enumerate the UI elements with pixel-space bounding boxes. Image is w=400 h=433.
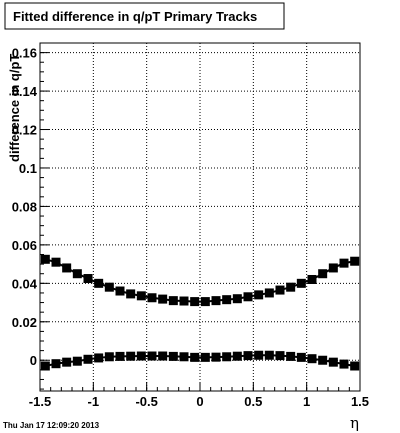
y-tick-label: 0.04	[12, 276, 38, 291]
x-tick-label: -1.5	[29, 394, 51, 409]
y-tick-label: 0.16	[12, 46, 37, 61]
data-point	[190, 352, 200, 362]
data-point	[232, 294, 242, 304]
data-point	[40, 361, 50, 371]
data-point	[296, 352, 306, 362]
x-tick-label: 1.5	[351, 394, 369, 409]
data-point	[179, 352, 189, 362]
data-point	[328, 263, 338, 273]
data-point	[275, 351, 285, 361]
data-point	[147, 351, 157, 361]
data-point	[158, 351, 168, 361]
data-point	[179, 296, 189, 306]
data-point	[200, 352, 210, 362]
y-tick-label: 0	[30, 353, 37, 368]
data-point	[94, 353, 104, 363]
data-point	[222, 352, 232, 362]
data-point	[200, 297, 210, 307]
data-point	[211, 296, 221, 306]
data-point	[339, 258, 349, 268]
data-point	[254, 350, 264, 360]
data-point	[318, 269, 328, 279]
data-point	[307, 354, 317, 364]
data-point	[190, 297, 200, 307]
chart-title: Fitted difference in q/pT Primary Tracks	[13, 9, 257, 24]
data-point	[40, 254, 50, 264]
axis-ticks	[39, 52, 361, 391]
y-tick-label: 0.14	[12, 84, 38, 99]
x-tick-label: 0	[196, 394, 203, 409]
y-tick-label: 0.12	[12, 123, 37, 138]
data-point	[72, 269, 82, 279]
data-point	[51, 257, 61, 267]
data-point	[264, 350, 274, 360]
data-point	[286, 351, 296, 361]
y-tick-label: 0.06	[12, 238, 37, 253]
data-point	[232, 351, 242, 361]
chart-title-box: Fitted difference in q/pT Primary Tracks	[4, 2, 285, 30]
data-point	[168, 296, 178, 306]
data-point	[328, 357, 338, 367]
y-tick-label: 0.08	[12, 199, 37, 214]
data-point	[72, 356, 82, 366]
data-series	[40, 254, 360, 371]
y-tick-label: 0.02	[12, 315, 37, 330]
data-point	[83, 274, 93, 284]
data-point	[350, 256, 360, 266]
data-point	[168, 351, 178, 361]
data-point	[296, 278, 306, 288]
x-tick-labels: -1.5 -1 -0.5 0 0.5 1 1.5	[29, 394, 369, 409]
data-point	[211, 352, 221, 362]
series-2	[40, 350, 360, 371]
data-point	[222, 295, 232, 305]
data-point	[243, 292, 253, 302]
data-point	[115, 286, 125, 296]
data-point	[350, 361, 360, 371]
data-point	[275, 285, 285, 295]
data-point	[104, 282, 114, 292]
data-point	[307, 274, 317, 284]
x-tick-label: 1	[303, 394, 310, 409]
timestamp: Thu Jan 17 12:09:20 2013	[3, 421, 100, 430]
data-point	[136, 291, 146, 301]
y-tick-label: 0.1	[19, 161, 37, 176]
data-point	[286, 282, 296, 292]
data-point	[62, 263, 72, 273]
y-axis-title: difference in q/pT	[7, 54, 22, 162]
data-point	[115, 351, 125, 361]
data-point	[158, 294, 168, 304]
data-point	[243, 351, 253, 361]
data-point	[254, 290, 264, 300]
y-tick-labels: 0 0.02 0.04 0.06 0.08 0.1 0.12 0.14 0.16	[12, 46, 38, 369]
data-point	[339, 359, 349, 369]
data-point	[51, 359, 61, 369]
x-axis-title: η	[350, 414, 359, 432]
data-point	[318, 355, 328, 365]
data-point	[104, 352, 114, 362]
data-point	[126, 351, 136, 361]
data-point	[126, 289, 136, 299]
data-point	[147, 293, 157, 303]
data-point	[136, 351, 146, 361]
series-1	[40, 254, 360, 307]
x-tick-label: -1	[88, 394, 100, 409]
data-point	[264, 288, 274, 298]
grid-lines	[40, 43, 360, 391]
x-tick-label: -0.5	[135, 394, 157, 409]
data-point	[62, 357, 72, 367]
data-point	[94, 278, 104, 288]
x-tick-label: 0.5	[244, 394, 262, 409]
data-point	[83, 354, 93, 364]
